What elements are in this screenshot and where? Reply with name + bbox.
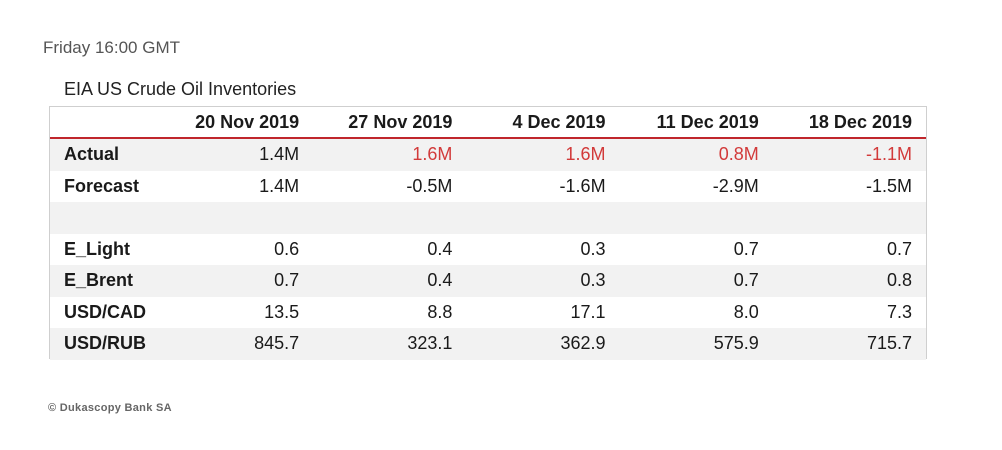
table-cell: -1.5M bbox=[865, 175, 912, 196]
table-row-forecast: Forecast 1.4M -0.5M -1.6M -2.9M -1.5M bbox=[50, 170, 926, 202]
row-label: E_Brent bbox=[64, 270, 134, 291]
inventories-table: 20 Nov 2019 27 Nov 2019 4 Dec 2019 11 De… bbox=[49, 106, 927, 360]
table-cell: 0.6 bbox=[274, 238, 300, 259]
table-row-actual: Actual 1.4M 1.6M 1.6M 0.8M -1.1M bbox=[50, 138, 926, 171]
table-cell: 0.3 bbox=[580, 238, 606, 259]
table-cell: 1.6M bbox=[412, 144, 453, 165]
table-cell: 0.3 bbox=[580, 270, 606, 291]
table-row-spacer bbox=[50, 202, 926, 234]
table-title: EIA US Crude Oil Inventories bbox=[64, 79, 297, 99]
column-header: 20 Nov 2019 bbox=[160, 107, 314, 139]
copyright-footer: © Dukascopy Bank SA bbox=[48, 402, 172, 414]
table-cell: 17.1 bbox=[570, 301, 606, 322]
column-header: 4 Dec 2019 bbox=[466, 107, 620, 139]
table-cell: 0.7 bbox=[886, 238, 912, 259]
table-cell bbox=[620, 202, 773, 234]
table-row-usd-cad: USD/CAD 13.5 8.8 17.1 8.0 7.3 bbox=[50, 296, 926, 328]
table-cell: 0.4 bbox=[427, 238, 453, 259]
row-label: Forecast bbox=[64, 175, 140, 196]
row-label: USD/CAD bbox=[64, 301, 147, 322]
table-cell bbox=[160, 202, 313, 234]
row-label: E_Light bbox=[64, 238, 130, 259]
table-cell: 1.4M bbox=[259, 144, 300, 165]
table-row-usd-rub: USD/RUB 845.7 323.1 362.9 575.9 715.7 bbox=[50, 328, 926, 360]
row-label: Actual bbox=[64, 144, 120, 165]
table-cell: 8.8 bbox=[427, 301, 453, 322]
table-cell bbox=[466, 202, 619, 234]
table-cell bbox=[773, 202, 926, 234]
column-header: 18 Dec 2019 bbox=[772, 107, 926, 139]
header-cell-empty bbox=[50, 107, 160, 139]
row-label: USD/RUB bbox=[64, 333, 147, 354]
table-header-row: 20 Nov 2019 27 Nov 2019 4 Dec 2019 11 De… bbox=[50, 107, 926, 139]
table-cell: 13.5 bbox=[264, 301, 300, 322]
table-cell: 8.0 bbox=[733, 301, 759, 322]
row-label bbox=[50, 202, 160, 234]
table-cell: 575.9 bbox=[713, 333, 759, 354]
timestamp-label: Friday 16:00 GMT bbox=[43, 38, 180, 57]
table-cell: -1.1M bbox=[865, 144, 912, 165]
table-cell: 0.4 bbox=[427, 270, 453, 291]
table-cell: 0.8M bbox=[718, 144, 759, 165]
column-header: 11 Dec 2019 bbox=[619, 107, 773, 139]
table-cell: 1.6M bbox=[565, 144, 606, 165]
table-cell: 7.3 bbox=[886, 301, 912, 322]
table-cell: 0.7 bbox=[274, 270, 300, 291]
table-cell: 715.7 bbox=[866, 333, 912, 354]
table-cell bbox=[313, 202, 466, 234]
table-cell: -2.9M bbox=[712, 175, 759, 196]
table-row-e-light: E_Light 0.6 0.4 0.3 0.7 0.7 bbox=[50, 233, 926, 265]
table-row-e-brent: E_Brent 0.7 0.4 0.3 0.7 0.8 bbox=[50, 265, 926, 297]
table-cell: 0.8 bbox=[886, 270, 912, 291]
table-cell: 0.7 bbox=[733, 238, 759, 259]
table-cell: 0.7 bbox=[733, 270, 759, 291]
table-cell: 1.4M bbox=[259, 175, 300, 196]
column-header: 27 Nov 2019 bbox=[313, 107, 467, 139]
table-cell: -0.5M bbox=[406, 175, 453, 196]
table-cell: 362.9 bbox=[560, 333, 606, 354]
table-cell: 323.1 bbox=[407, 333, 453, 354]
table-cell: 845.7 bbox=[254, 333, 300, 354]
table-cell: -1.6M bbox=[559, 175, 606, 196]
